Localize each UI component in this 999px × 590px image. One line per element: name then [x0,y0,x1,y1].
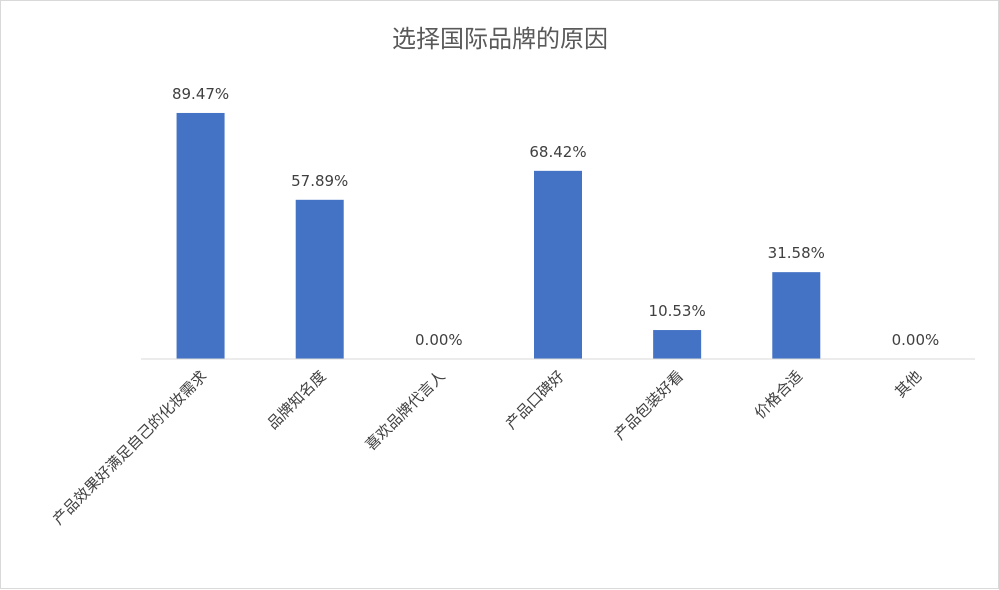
bar-4 [534,170,582,359]
data-label-2: 57.89% [291,172,348,190]
category-label-6: 价格合适 [751,367,806,422]
category-label-7: 其他 [891,367,925,401]
bar-2 [295,199,344,359]
data-label-7: 0.00% [892,331,940,349]
category-label-4: 产品口碑好 [502,367,568,433]
bar-5 [653,330,702,359]
data-label-6: 31.58% [768,244,825,262]
data-label-5: 10.53% [649,302,706,320]
bars-group [176,112,821,360]
bar-1 [176,112,225,360]
category-label-3: 喜欢品牌代言人 [362,367,449,454]
category-label-2: 品牌知名度 [264,367,330,433]
data-labels-group: 89.47% 57.89% 0.00% 68.42% 10.53% 31.58% 0.00% [172,85,939,349]
category-label-5: 产品包装好看 [611,367,687,443]
data-label-3: 0.00% [415,331,463,349]
data-label-1: 89.47% [172,85,229,103]
bar-6 [772,272,821,359]
data-label-4: 68.42% [529,143,586,161]
category-label-1: 产品效果好满足自己的化妆需求 [49,367,210,528]
category-labels-group: 产品效果好满足自己的化妆需求 品牌知名度 喜欢品牌代言人 产品口碑好 产品包装好看 价格合… [49,367,925,528]
chart-title: 选择国际品牌的原因 [392,25,608,53]
